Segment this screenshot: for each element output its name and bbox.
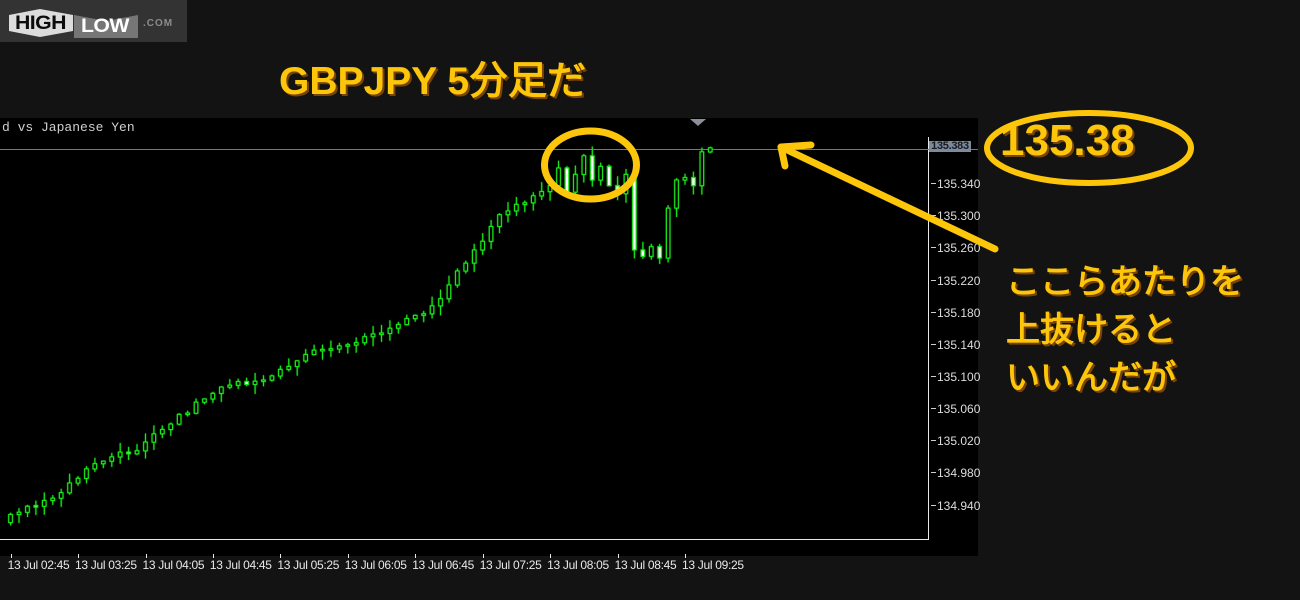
svg-text:LOW: LOW (81, 16, 129, 37)
svg-text:.COM: .COM (143, 18, 173, 29)
svg-text:HIGH: HIGH (15, 13, 66, 34)
